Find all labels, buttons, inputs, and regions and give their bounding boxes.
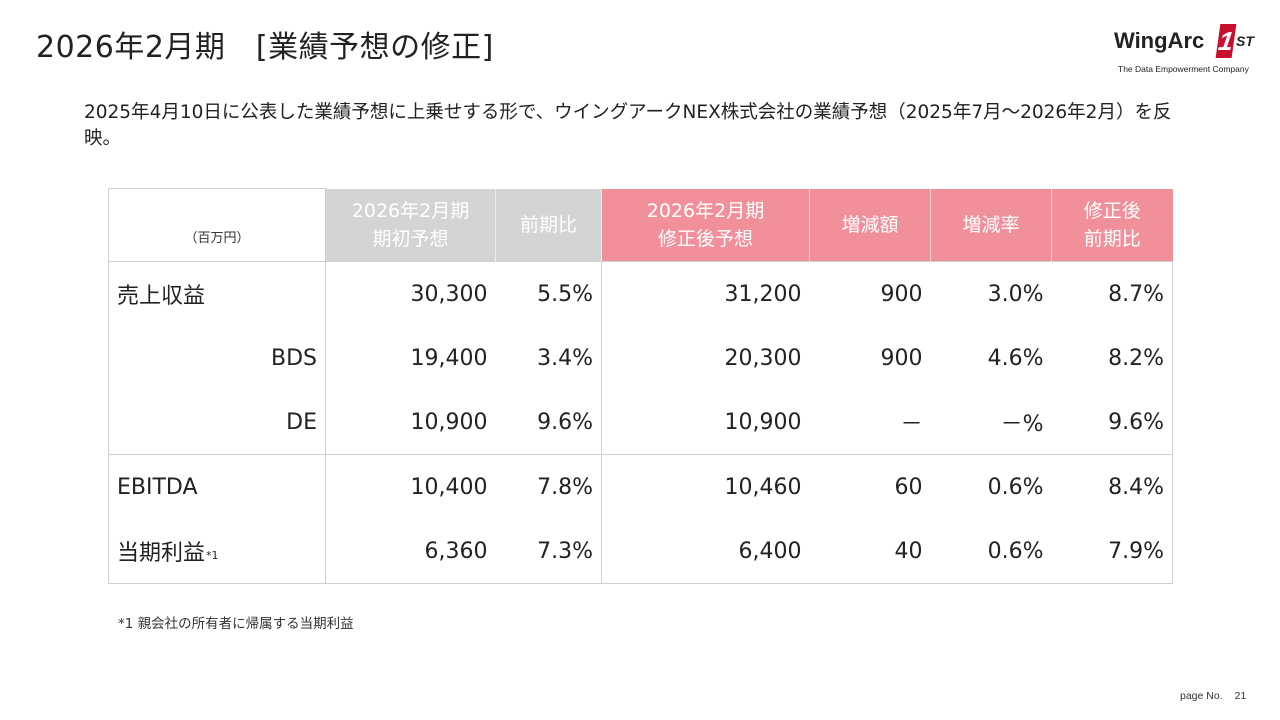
cell-revised-yoy: 8.2% <box>1051 326 1173 390</box>
cell-change: 40 <box>809 519 931 584</box>
cell-initial: 6,360 <box>325 519 496 584</box>
page-number-value: 21 <box>1234 690 1247 702</box>
logo-suffix: ST <box>1236 33 1254 49</box>
cell-revised: 20,300 <box>724 345 802 371</box>
table-header-row: （百万円） 2026年2月期 期初予想 前期比 2026年2月期 修正後予想 増… <box>108 188 1173 262</box>
footnote: *1 親会社の所有者に帰属する当期利益 <box>118 616 354 632</box>
cell-yoy: 3.4% <box>495 326 602 390</box>
header-revised-line1: 2026年2月期 <box>646 199 765 222</box>
page-title: 2026年2月期 [業績予想の修正] <box>36 30 494 65</box>
header-initial-forecast: 2026年2月期 期初予想 <box>325 188 496 262</box>
cell-revised-yoy: 8.4% <box>1051 454 1173 519</box>
cell-yoy: 7.3% <box>495 519 602 584</box>
row-label: 売上収益 <box>108 261 326 326</box>
table-row: 売上収益 30,300 5.5% 31,200 900 3.0% 8.7% <box>108 261 1173 326</box>
cell-revised: 31,200 <box>601 261 810 326</box>
logo-wordmark: WingArc <box>1114 28 1205 53</box>
cell-rate: －% <box>930 390 1052 455</box>
table-row: 当期利益*1 6,360 7.3% 6,400 40 0.6% 7.9% <box>108 519 1173 584</box>
row-label-wrap: 当期利益*1 <box>108 519 326 584</box>
cell-change: 900 <box>880 345 923 371</box>
cell-revised-yoy: 7.9% <box>1051 519 1173 584</box>
header-yoy: 前期比 <box>495 188 602 262</box>
cell-initial: 10,400 <box>410 474 488 500</box>
header-revised-yoy-line2: 前期比 <box>1083 227 1141 250</box>
cell-yoy: 7.8% <box>495 454 602 519</box>
table-row: DE 10,900 9.6% 10,900 － －% 9.6% <box>108 390 1173 455</box>
cell-revised-yoy: 8.7% <box>1051 261 1173 326</box>
page-number-label: page No. <box>1180 690 1223 702</box>
header-revised-forecast: 2026年2月期 修正後予想 <box>601 188 810 262</box>
cell-revised: 6,400 <box>601 519 810 584</box>
forecast-table: （百万円） 2026年2月期 期初予想 前期比 2026年2月期 修正後予想 増… <box>108 188 1173 584</box>
cell-initial: 19,400 <box>410 345 488 371</box>
cell-rate: 0.6% <box>987 474 1044 500</box>
row-label: BDS <box>108 326 326 390</box>
unit-label: （百万円） <box>108 188 326 262</box>
row-label: DE <box>108 390 326 455</box>
row-label: EBITDA <box>108 454 326 519</box>
header-revised-line2: 修正後予想 <box>657 227 753 250</box>
logo-badge: 1 <box>1215 24 1237 58</box>
lead-text: 2025年4月10日に公表した業績予想に上乗せする形で、ウイングアークNEX株式… <box>84 102 1172 149</box>
cell-revised: 10,900 <box>601 390 810 455</box>
page-number: page No. 21 <box>1180 690 1246 702</box>
table-row: EBITDA 10,400 7.8% 10,460 60 0.6% 8.4% <box>108 454 1173 519</box>
cell-yoy: 9.6% <box>495 390 602 455</box>
cell-change: 60 <box>894 474 923 500</box>
header-revised-yoy-line1: 修正後 <box>1083 199 1141 222</box>
cell-rate: 3.0% <box>930 261 1052 326</box>
table-row: BDS 19,400 3.4% 20,300 900 4.6% 8.2% <box>108 326 1173 390</box>
footnote-marker: *1 <box>206 549 219 562</box>
logo-tagline: The Data Empowerment Company <box>1118 64 1249 74</box>
row-label: 当期利益 <box>117 541 206 566</box>
cell-yoy: 5.5% <box>495 261 602 326</box>
cell-change: － <box>809 390 931 455</box>
header-initial-line1: 2026年2月期 <box>351 199 470 222</box>
cell-rate: 0.6% <box>930 519 1052 584</box>
cell-revised-yoy: 9.6% <box>1051 390 1173 455</box>
cell-revised: 10,460 <box>724 474 802 500</box>
header-change-amount: 増減額 <box>809 188 931 262</box>
header-initial-line2: 期初予想 <box>372 227 449 250</box>
header-revised-yoy: 修正後 前期比 <box>1051 188 1173 262</box>
company-logo: WingArc 1 ST The Data Empowerment Compan… <box>1114 22 1254 76</box>
header-change-rate: 増減率 <box>930 188 1052 262</box>
cell-change: 900 <box>809 261 931 326</box>
cell-initial: 10,900 <box>325 390 496 455</box>
cell-rate: 4.6% <box>987 345 1044 371</box>
cell-initial: 30,300 <box>325 261 496 326</box>
